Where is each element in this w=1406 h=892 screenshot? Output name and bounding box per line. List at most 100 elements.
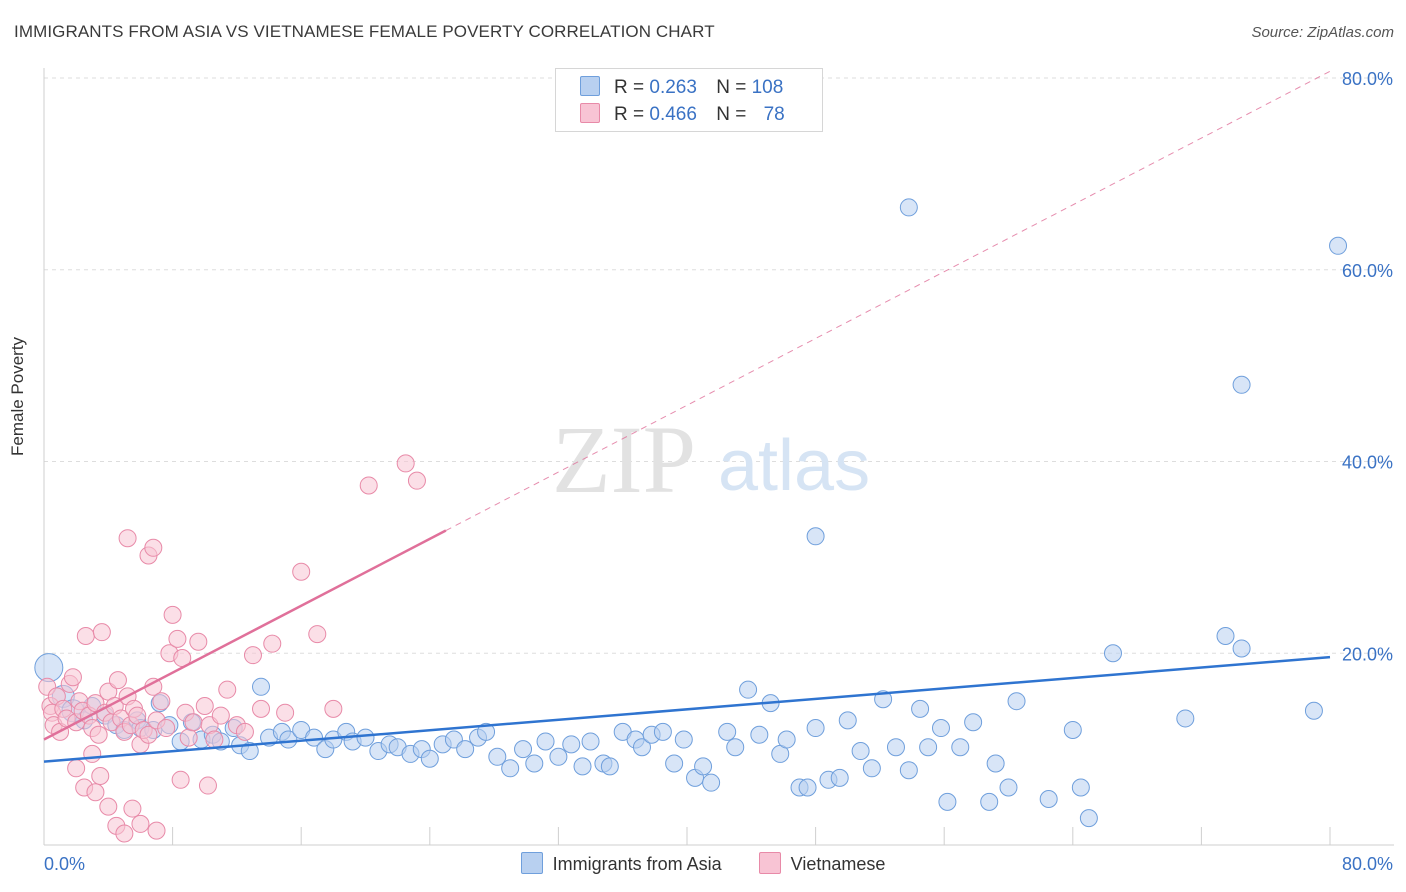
- vietnamese-point: [243, 646, 262, 665]
- vietnamese-trend-extension: [445, 70, 1331, 531]
- chart-title: IMMIGRANTS FROM ASIA VS VIETNAMESE FEMAL…: [14, 22, 715, 41]
- vietnamese-point: [115, 824, 134, 843]
- legend-r-label: R =: [614, 77, 645, 98]
- vietnamese-point: [131, 814, 150, 833]
- x-tick-label: 0.0%: [44, 854, 85, 874]
- vietnamese-point: [86, 783, 105, 802]
- vietnamese-point: [91, 766, 110, 785]
- asia-point: [806, 719, 825, 738]
- legend-n-value: 78: [763, 104, 785, 125]
- asia-point: [305, 728, 324, 747]
- vietnamese-point: [292, 562, 311, 581]
- asia-point: [1232, 639, 1251, 658]
- vietnamese-point: [189, 632, 208, 651]
- asia-point: [911, 699, 930, 718]
- asia-point: [525, 754, 544, 773]
- vietnamese-point: [252, 699, 271, 718]
- asia-point: [718, 722, 737, 741]
- vietnamese-point: [123, 799, 142, 818]
- vietnamese-point: [308, 625, 327, 644]
- asia-point: [999, 778, 1018, 797]
- vietnamese-point: [152, 692, 171, 711]
- asia-point: [562, 735, 581, 754]
- legend-label-asia: Immigrants from Asia: [552, 854, 722, 874]
- legend-n-label: N =: [716, 104, 747, 125]
- vietnamese-point: [139, 725, 158, 744]
- asia-point: [726, 738, 745, 757]
- legend-n-label: N =: [716, 77, 747, 98]
- asia-point: [739, 680, 758, 699]
- asia-point: [1103, 644, 1122, 663]
- y-tick-label: 80.0%: [1342, 69, 1393, 89]
- watermark-atlas: atlas: [718, 426, 870, 506]
- asia-point: [830, 768, 849, 787]
- vietnamese-point: [157, 719, 176, 738]
- asia-point: [980, 792, 999, 811]
- gridlines: [44, 77, 1394, 654]
- vietnamese-point: [76, 626, 95, 645]
- vietnamese-point: [99, 797, 118, 816]
- asia-point: [899, 198, 918, 217]
- vietnamese-point: [276, 703, 295, 722]
- asia-point: [674, 730, 693, 749]
- asia-point: [838, 711, 857, 730]
- vietnamese-point: [184, 713, 203, 732]
- legend-r-value: 0.466: [649, 104, 697, 125]
- vietnamese-point: [171, 770, 190, 789]
- vietnamese-point: [407, 471, 426, 490]
- vietnamese-point: [263, 634, 282, 653]
- source-label: Source: ZipAtlas.com: [1251, 24, 1394, 41]
- asia-point: [938, 792, 957, 811]
- vietnamese-point: [92, 623, 111, 642]
- vietnamese-point: [324, 699, 343, 718]
- legend-item-vietnamese[interactable]: Vietnamese: [758, 852, 885, 875]
- legend-row-asia: R = 0.263 N = 108: [580, 76, 783, 98]
- y-tick-label: 40.0%: [1342, 453, 1393, 473]
- vietnamese-point: [67, 759, 86, 778]
- asia-point: [1039, 789, 1058, 808]
- asia-point: [581, 732, 600, 751]
- asia-point: [986, 754, 1005, 773]
- legend-swatch-vietnamese: [758, 852, 781, 874]
- points-layer: [34, 198, 1348, 843]
- vietnamese-point: [89, 725, 108, 744]
- asia-point: [240, 742, 259, 761]
- watermark-zip: ZIP: [552, 406, 696, 513]
- asia-point: [653, 722, 672, 741]
- asia-point: [1304, 701, 1323, 720]
- legend-swatch-asia: [520, 852, 543, 874]
- asia-point: [694, 757, 713, 776]
- vietnamese-point: [195, 696, 214, 715]
- vietnamese-point: [235, 722, 254, 741]
- vietnamese-trend-line: [43, 529, 447, 741]
- asia-point: [1071, 778, 1090, 797]
- series-legend: Immigrants from Asia Vietnamese: [0, 852, 1406, 875]
- legend-r-value: 0.263: [649, 77, 697, 98]
- asia-point: [536, 732, 555, 751]
- asia-point: [1329, 236, 1348, 255]
- vietnamese-point: [211, 706, 230, 725]
- vietnamese-point: [396, 454, 415, 473]
- vietnamese-point: [108, 671, 127, 690]
- asia-point: [632, 738, 651, 757]
- asia-point: [951, 738, 970, 757]
- asia-point: [252, 677, 271, 696]
- legend-item-asia[interactable]: Immigrants from Asia: [520, 852, 722, 875]
- asia-point: [931, 719, 950, 738]
- vietnamese-point: [205, 730, 224, 749]
- asia-point: [899, 761, 918, 780]
- asia-trend-line: [43, 655, 1331, 763]
- asia-point: [1232, 375, 1251, 394]
- asia-point: [34, 653, 64, 683]
- asia-point: [456, 740, 475, 759]
- legend-n-value: 108: [751, 77, 784, 98]
- legend-r-label: R =: [614, 104, 645, 125]
- asia-point: [919, 738, 938, 757]
- vietnamese-point: [218, 680, 237, 699]
- asia-point: [600, 757, 619, 776]
- asia-point: [356, 728, 375, 747]
- vietnamese-point: [144, 538, 163, 557]
- y-tick-label: 60.0%: [1342, 261, 1393, 281]
- asia-point: [279, 730, 298, 749]
